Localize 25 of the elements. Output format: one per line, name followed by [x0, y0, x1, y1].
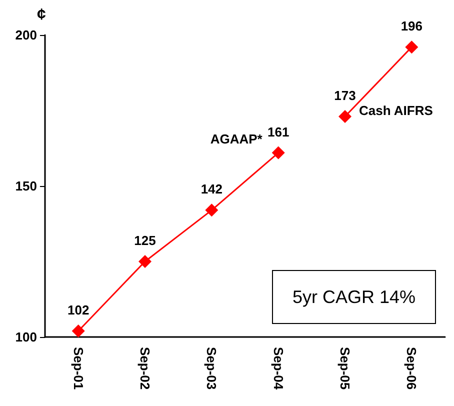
- data-label: 196: [400, 18, 423, 34]
- series-label: AGAAP*: [210, 131, 264, 146]
- point: [272, 146, 285, 160]
- series-label: Cash AIFRS: [359, 103, 434, 118]
- point: [72, 324, 85, 338]
- x-tick-label: Sep-06: [404, 347, 420, 390]
- point: [138, 255, 152, 268]
- data-label: 161: [267, 124, 290, 140]
- y-tick-label: 100: [15, 330, 37, 344]
- point: [338, 110, 352, 124]
- data-label: 142: [200, 182, 223, 197]
- y-tick-label: 150: [15, 178, 37, 194]
- x-tick-label: Sep-03: [204, 347, 220, 390]
- y-axis-title: ¢: [37, 6, 46, 24]
- note-box: 5yr CAGR 14%: [272, 270, 436, 324]
- data-label: 125: [134, 233, 156, 248]
- y-tick-label: 200: [15, 28, 37, 42]
- x-tick-label: Sep-02: [138, 347, 152, 390]
- x-tick-label: Sep-05: [338, 347, 352, 390]
- point: [205, 204, 218, 217]
- x-tick-label: Sep-01: [70, 347, 86, 390]
- data-label: 102: [67, 302, 90, 318]
- point: [405, 40, 418, 54]
- x-tick-label: Sep-04: [270, 347, 286, 390]
- data-label: 173: [334, 88, 356, 104]
